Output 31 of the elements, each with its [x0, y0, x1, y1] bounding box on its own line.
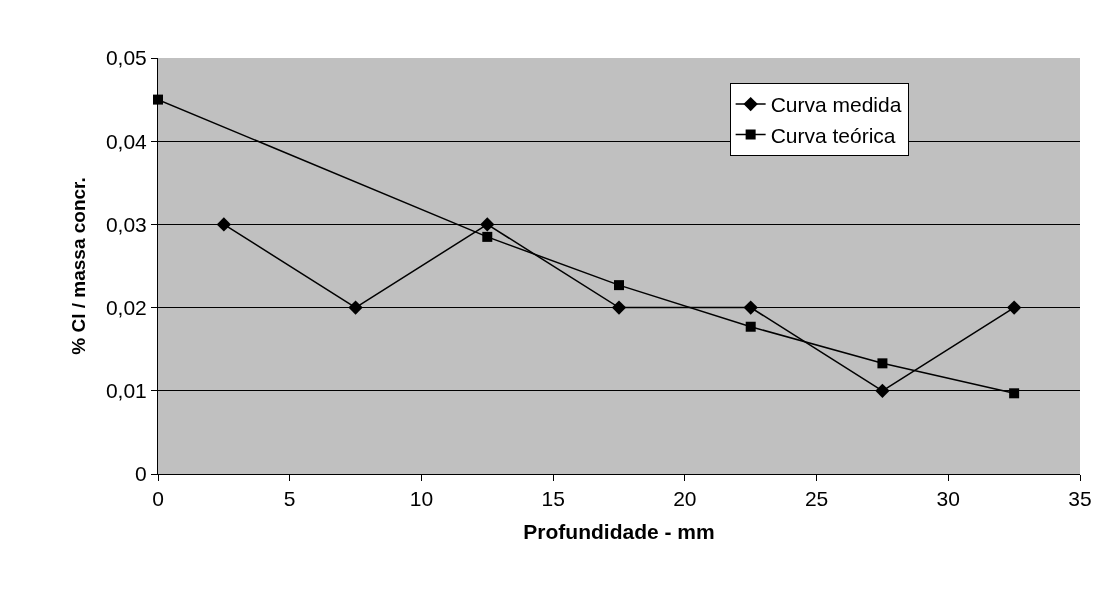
x-tick-label: 15 [541, 487, 565, 511]
y-tick-label: 0,02 [105, 295, 147, 319]
point [611, 300, 627, 315]
x-axis-title: Profundidade - mm [523, 520, 715, 544]
x-tick-label: 30 [936, 487, 960, 511]
point [745, 321, 756, 332]
x-tick-label: 5 [283, 487, 296, 511]
point [480, 217, 495, 232]
x-tick-label: 35 [1068, 487, 1092, 511]
x-tick-label: 25 [804, 487, 829, 511]
legend-label: Curva medida [770, 93, 902, 117]
y-axis-title: % Cl / massa concr. [67, 177, 89, 355]
point [1009, 388, 1020, 399]
y-tick-label: 0,05 [105, 46, 147, 70]
point [614, 280, 624, 291]
y-tick-label: 0,04 [105, 129, 148, 153]
x-tick-label: 10 [409, 487, 434, 511]
point [348, 300, 363, 315]
legend-label: Curva teórica [770, 123, 896, 147]
point [743, 300, 758, 315]
y-tick-label: 0,01 [105, 379, 147, 403]
x-tick-label: 20 [673, 487, 697, 511]
point [482, 231, 493, 242]
y-tick-label: 0 [135, 462, 147, 486]
x-tick-label: 0 [152, 487, 164, 511]
point [875, 383, 890, 398]
point [216, 217, 232, 232]
point [877, 358, 888, 369]
point [153, 94, 163, 105]
point [1006, 300, 1022, 315]
y-tick-label: 0,03 [105, 212, 147, 236]
